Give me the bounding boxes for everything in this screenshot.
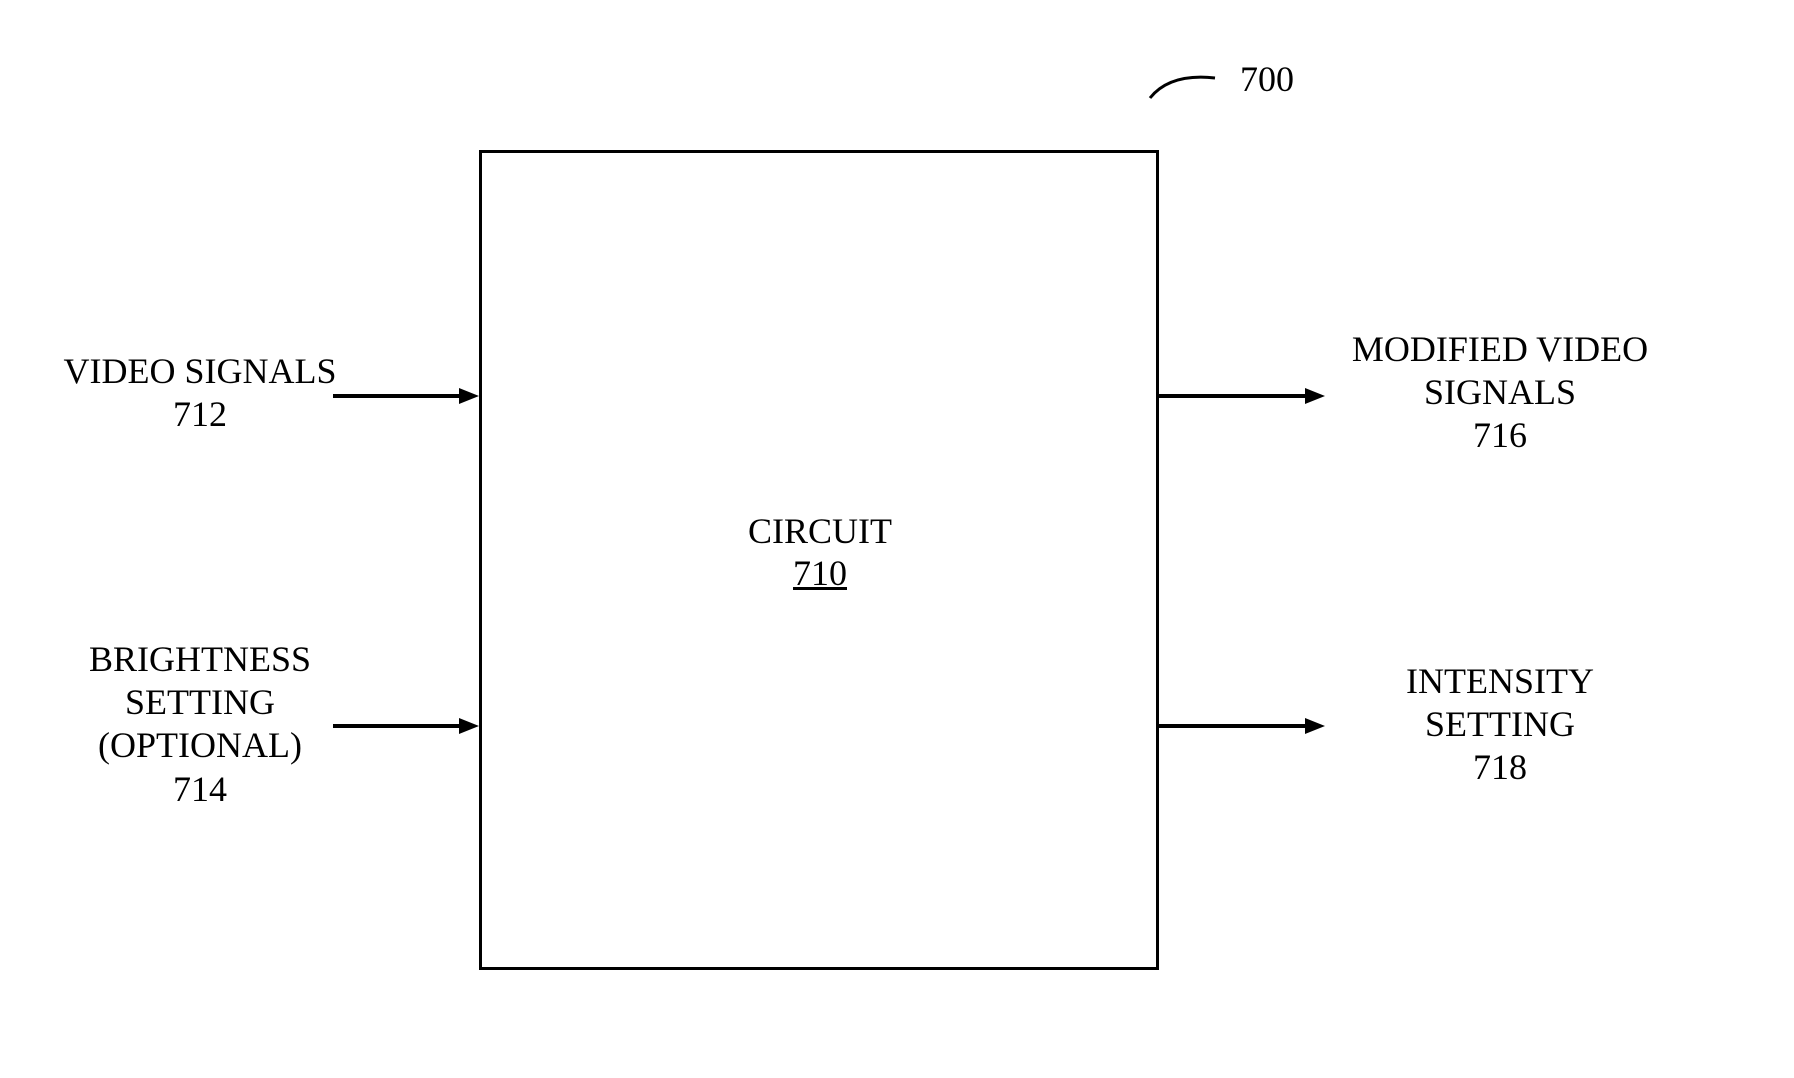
input-video-signals-label: VIDEO SIGNALS 712 — [60, 350, 340, 436]
label-text: BRIGHTNESS — [80, 638, 320, 681]
circuit-number: 710 — [740, 552, 900, 594]
label-number: 712 — [60, 393, 340, 436]
label-number: 714 — [80, 768, 320, 811]
label-text: INTENSITY — [1370, 660, 1630, 703]
label-text: (OPTIONAL) — [80, 724, 320, 767]
input-brightness-setting-label: BRIGHTNESS SETTING (OPTIONAL) 714 — [80, 638, 320, 811]
label-text: SETTING — [1370, 703, 1630, 746]
circuit-label: CIRCUIT 710 — [740, 510, 900, 594]
reference-curve — [1145, 70, 1225, 105]
label-number: 718 — [1370, 746, 1630, 789]
output-intensity-setting-label: INTENSITY SETTING 718 — [1370, 660, 1630, 790]
input-arrow-brightness — [333, 712, 483, 740]
reference-number: 700 — [1240, 58, 1294, 100]
input-arrow-video-signals — [333, 382, 483, 410]
label-text: MODIFIED VIDEO — [1335, 328, 1665, 371]
circuit-title: CIRCUIT — [740, 510, 900, 552]
block-diagram: 700 CIRCUIT 710 VIDEO SIGNALS 712 BRIGHT… — [0, 0, 1794, 1078]
output-modified-video-label: MODIFIED VIDEO SIGNALS 716 — [1335, 328, 1665, 458]
output-arrow-intensity — [1159, 712, 1329, 740]
label-text: SETTING — [80, 681, 320, 724]
output-arrow-modified-video — [1159, 382, 1329, 410]
label-text: SIGNALS — [1335, 371, 1665, 414]
label-text: VIDEO SIGNALS — [60, 350, 340, 393]
label-number: 716 — [1335, 414, 1665, 457]
ref-number-text: 700 — [1240, 59, 1294, 99]
